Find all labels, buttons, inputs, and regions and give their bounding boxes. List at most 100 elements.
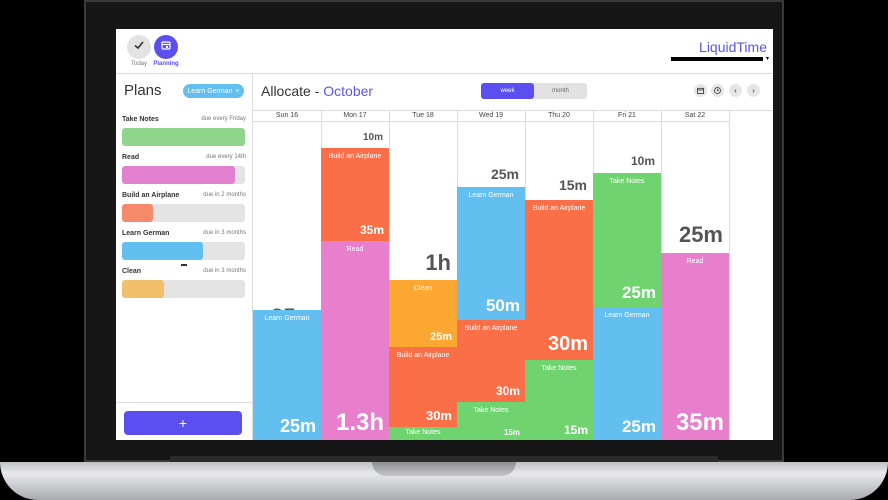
plan-progress xyxy=(122,280,245,298)
time-block[interactable]: Clean 25m xyxy=(389,280,457,347)
time-block[interactable]: Take Notes 25m xyxy=(593,173,661,307)
calendar-icon xyxy=(160,38,172,56)
day-column: Wed 19 25m Learn German 50m Build an Airplan… xyxy=(457,111,526,440)
block-name: Take Notes xyxy=(541,365,577,372)
block-name: Read xyxy=(346,246,364,253)
add-plan-button[interactable]: + xyxy=(124,411,242,435)
day-body: 25m Read 35m xyxy=(661,122,729,440)
day-column: Sat 22 25m Read 35m xyxy=(661,111,730,440)
chevron-left-icon[interactable]: ‹ xyxy=(729,84,742,97)
time-block[interactable]: Read 35m xyxy=(661,253,729,440)
plan-name: Take Notes xyxy=(122,116,159,123)
plan-progress xyxy=(122,128,245,146)
block-name: Take Notes xyxy=(609,178,645,185)
plan-name: Read xyxy=(122,154,140,161)
block-name: Build an Airplane xyxy=(532,205,586,212)
day-header: Mon 17 xyxy=(321,111,389,122)
plans-title: Plans xyxy=(124,82,162,99)
time-block[interactable]: Learn German 25m xyxy=(593,307,661,440)
time-block[interactable]: Take Notes 15m xyxy=(525,360,593,440)
time-block[interactable]: Learn German 50m xyxy=(457,187,525,320)
plan-progress xyxy=(122,204,245,222)
block-duration: 35m xyxy=(675,409,724,436)
current-month: October xyxy=(323,83,374,99)
plan-marker xyxy=(181,264,187,266)
day-body: 10m Take Notes 25m Learn German 25m xyxy=(593,122,661,440)
time-block[interactable]: Build an Airplane 35m xyxy=(321,148,389,241)
plan-due: due in 3 months xyxy=(203,230,246,236)
free-time-label: 1h xyxy=(425,250,451,275)
block-name: Take Notes xyxy=(473,407,509,414)
block-duration: 25m xyxy=(621,417,656,436)
add-plan-area: + xyxy=(116,402,252,440)
laptop-hinge xyxy=(170,456,718,464)
plan-item[interactable]: Clean due in 3 months xyxy=(122,268,246,306)
free-time-label: 15m xyxy=(558,177,587,193)
day-column: Thu 20 15m Build an Airplane 30m Take Notes 1… xyxy=(525,111,594,440)
plan-progress-fill xyxy=(122,242,204,260)
planning-button[interactable] xyxy=(154,35,178,59)
allocate-panel: Allocate - October week month ‹ › Sun 16… xyxy=(253,74,773,440)
plan-item[interactable]: Build an Airplane due in 2 months xyxy=(122,192,246,230)
plan-item[interactable]: Read due every 14th xyxy=(122,154,246,192)
plan-name: Learn German xyxy=(122,230,170,237)
week-view-button[interactable]: week xyxy=(481,83,534,99)
block-name: Build an Airplane xyxy=(396,352,450,359)
caret-down-icon[interactable]: ▾ xyxy=(765,56,769,62)
block-duration: 30m xyxy=(547,333,588,355)
time-block[interactable]: Read 1.3h xyxy=(321,241,389,440)
day-column: Fri 21 10m Take Notes 25m Learn German 25m xyxy=(593,111,662,440)
time-block[interactable]: Take Notes 15m xyxy=(457,402,525,440)
page-title-text: Allocate - xyxy=(261,83,324,99)
free-time-label: 25m xyxy=(678,222,723,247)
time-block[interactable]: Build an Airplane 30m xyxy=(457,320,525,402)
block-name: Read xyxy=(686,258,704,265)
plan-progress xyxy=(122,166,245,184)
filter-chip[interactable]: Learn German × xyxy=(183,84,244,98)
block-duration: 25m xyxy=(621,283,656,302)
day-column: Mon 17 10m Build an Airplane 35m Read 1.3h xyxy=(321,111,390,440)
plan-name: Clean xyxy=(122,268,142,275)
day-header: Sun 16 xyxy=(253,111,321,122)
plan-due: due every Friday xyxy=(201,116,246,122)
clock-icon[interactable] xyxy=(711,84,724,97)
chevron-right-icon[interactable]: › xyxy=(747,84,760,97)
brand-name: LiquidTime xyxy=(699,39,767,55)
block-name: Learn German xyxy=(604,312,650,319)
block-name: Build an Airplane xyxy=(464,325,518,332)
time-block[interactable]: Learn German 25m xyxy=(253,310,321,440)
plan-item[interactable]: Take Notes due every Friday xyxy=(122,116,246,154)
calendar-icon[interactable] xyxy=(694,84,707,97)
day-header: Fri 21 xyxy=(593,111,661,122)
block-duration: 25m xyxy=(429,331,452,343)
free-time-label: 25m xyxy=(490,166,519,182)
plan-due: due every 14th xyxy=(206,154,246,160)
block-name: Take Notes xyxy=(405,429,441,436)
plan-progress-fill xyxy=(122,166,236,184)
plan-item[interactable]: Learn German due in 3 months xyxy=(122,230,246,268)
day-body: 1h Clean 25m Build an Airplane 30m Take Notes xyxy=(389,122,457,440)
plan-progress-fill xyxy=(122,280,164,298)
day-column: Tue 18 1h Clean 25m Build an Airplane 30m Take… xyxy=(389,111,458,440)
month-view-button[interactable]: month xyxy=(552,88,569,94)
close-icon[interactable]: × xyxy=(235,87,240,95)
plan-progress-fill xyxy=(122,204,153,222)
plan-progress xyxy=(122,242,245,260)
user-menu[interactable] xyxy=(671,57,763,61)
today-button[interactable] xyxy=(127,35,151,59)
top-bar: Today Planning LiquidTime ▾ xyxy=(116,29,773,73)
block-name: Build an Airplane xyxy=(328,153,382,160)
app-screen: Today Planning LiquidTime ▾ Plans Learn … xyxy=(116,29,773,440)
free-time-label: 10m xyxy=(630,154,655,168)
block-duration: 15m xyxy=(503,428,520,437)
day-header: Wed 19 xyxy=(457,111,525,122)
time-block[interactable]: Take Notes xyxy=(389,427,457,440)
time-block[interactable]: Build an Airplane 30m xyxy=(525,200,593,360)
check-icon xyxy=(133,38,145,56)
plan-due: due in 3 months xyxy=(203,268,246,274)
block-duration: 15m xyxy=(563,423,588,437)
day-header: Sat 22 xyxy=(661,111,729,122)
day-header: Tue 18 xyxy=(389,111,457,122)
time-block[interactable]: Build an Airplane 30m xyxy=(389,347,457,427)
